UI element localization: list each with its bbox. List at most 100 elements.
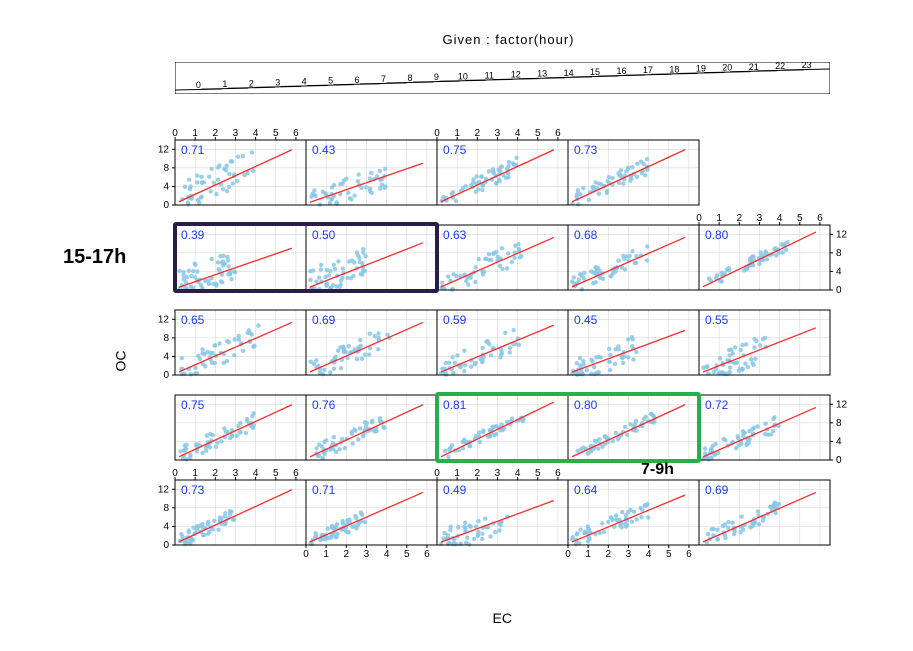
svg-text:1: 1: [716, 213, 722, 224]
svg-text:0.75: 0.75: [181, 398, 205, 412]
svg-text:2: 2: [249, 78, 254, 88]
svg-text:8: 8: [163, 163, 169, 174]
y-axis-label: OC: [113, 350, 129, 371]
svg-text:6: 6: [424, 549, 430, 560]
svg-text:2: 2: [344, 549, 350, 560]
svg-text:19: 19: [696, 63, 706, 73]
svg-text:0: 0: [565, 549, 571, 560]
svg-text:0.43: 0.43: [312, 143, 336, 157]
svg-text:21: 21: [749, 62, 759, 72]
svg-text:0.69: 0.69: [705, 483, 729, 497]
svg-text:3: 3: [275, 77, 280, 87]
svg-text:0.65: 0.65: [181, 313, 205, 327]
svg-text:6: 6: [293, 128, 299, 139]
annotation-7-9h: 7-9h: [641, 461, 674, 479]
svg-text:0.71: 0.71: [181, 143, 205, 157]
annotation-15-17h: 15-17h: [63, 246, 126, 269]
svg-text:20: 20: [722, 63, 732, 73]
svg-text:5: 5: [535, 468, 541, 479]
svg-text:0.39: 0.39: [181, 228, 205, 242]
svg-text:0: 0: [303, 549, 309, 560]
svg-text:4: 4: [836, 436, 842, 447]
svg-text:5: 5: [273, 468, 279, 479]
svg-text:6: 6: [355, 75, 360, 85]
svg-text:5: 5: [535, 128, 541, 139]
svg-text:1: 1: [454, 128, 460, 139]
svg-text:12: 12: [836, 399, 848, 410]
svg-text:0.73: 0.73: [181, 483, 205, 497]
svg-text:0.76: 0.76: [312, 398, 336, 412]
svg-text:4: 4: [646, 549, 652, 560]
svg-text:0.45: 0.45: [574, 313, 598, 327]
svg-text:12: 12: [158, 144, 170, 155]
svg-text:0.64: 0.64: [574, 483, 598, 497]
svg-text:0: 0: [163, 370, 169, 381]
svg-text:4: 4: [163, 181, 169, 192]
svg-text:1: 1: [222, 79, 227, 89]
svg-text:2: 2: [213, 128, 219, 139]
svg-text:0.55: 0.55: [705, 313, 729, 327]
svg-text:17: 17: [643, 65, 653, 75]
svg-text:8: 8: [407, 73, 412, 83]
svg-text:0: 0: [196, 80, 201, 90]
svg-text:7: 7: [381, 74, 386, 84]
svg-text:6: 6: [555, 468, 561, 479]
svg-text:0: 0: [163, 540, 169, 551]
svg-text:4: 4: [515, 468, 521, 479]
svg-text:8: 8: [836, 248, 842, 259]
panel-grid: 0.710.430.750.7304812012345601234560.390…: [135, 120, 910, 625]
svg-text:5: 5: [404, 549, 410, 560]
svg-text:6: 6: [817, 213, 823, 224]
svg-text:0.72: 0.72: [705, 398, 729, 412]
svg-text:6: 6: [555, 128, 561, 139]
svg-text:0.80: 0.80: [705, 228, 729, 242]
figure-container: Given : factor(hour)01234567891011121314…: [0, 0, 913, 651]
svg-text:3: 3: [495, 128, 501, 139]
svg-text:2: 2: [213, 468, 219, 479]
svg-text:3: 3: [626, 549, 632, 560]
svg-text:13: 13: [537, 69, 547, 79]
svg-text:0.63: 0.63: [443, 228, 467, 242]
svg-text:0: 0: [163, 200, 169, 211]
svg-text:0.49: 0.49: [443, 483, 467, 497]
svg-text:12: 12: [836, 229, 848, 240]
svg-text:6: 6: [293, 468, 299, 479]
svg-text:0.75: 0.75: [443, 143, 467, 157]
strip-shingle: 01234567891011121314151617181920212223: [175, 62, 830, 94]
svg-text:4: 4: [253, 128, 259, 139]
svg-text:3: 3: [233, 128, 239, 139]
svg-text:0.68: 0.68: [574, 228, 598, 242]
svg-text:2: 2: [606, 549, 612, 560]
svg-text:11: 11: [485, 70, 494, 80]
svg-text:0: 0: [172, 128, 178, 139]
svg-text:2: 2: [475, 468, 481, 479]
svg-text:4: 4: [515, 128, 521, 139]
svg-text:0.71: 0.71: [312, 483, 336, 497]
svg-text:8: 8: [163, 503, 169, 514]
svg-text:12: 12: [511, 70, 521, 80]
svg-text:0: 0: [172, 468, 178, 479]
given-label: Given : factor(hour): [443, 32, 575, 47]
svg-text:0.59: 0.59: [443, 313, 467, 327]
svg-text:3: 3: [233, 468, 239, 479]
svg-text:4: 4: [777, 213, 783, 224]
svg-text:0: 0: [696, 213, 702, 224]
svg-text:1: 1: [585, 549, 591, 560]
svg-text:14: 14: [564, 68, 574, 78]
svg-text:8: 8: [163, 333, 169, 344]
svg-text:5: 5: [797, 213, 803, 224]
svg-text:18: 18: [669, 64, 679, 74]
svg-text:10: 10: [458, 71, 468, 81]
svg-text:0: 0: [434, 128, 440, 139]
svg-text:0.80: 0.80: [574, 398, 598, 412]
svg-text:0.81: 0.81: [443, 398, 467, 412]
svg-text:4: 4: [163, 351, 169, 362]
svg-text:2: 2: [737, 213, 743, 224]
svg-text:4: 4: [163, 521, 169, 532]
svg-text:15: 15: [590, 67, 600, 77]
svg-text:0: 0: [836, 455, 842, 466]
x-axis-label: EC: [493, 610, 512, 626]
svg-text:0: 0: [836, 285, 842, 296]
svg-text:5: 5: [273, 128, 279, 139]
svg-text:1: 1: [192, 128, 198, 139]
